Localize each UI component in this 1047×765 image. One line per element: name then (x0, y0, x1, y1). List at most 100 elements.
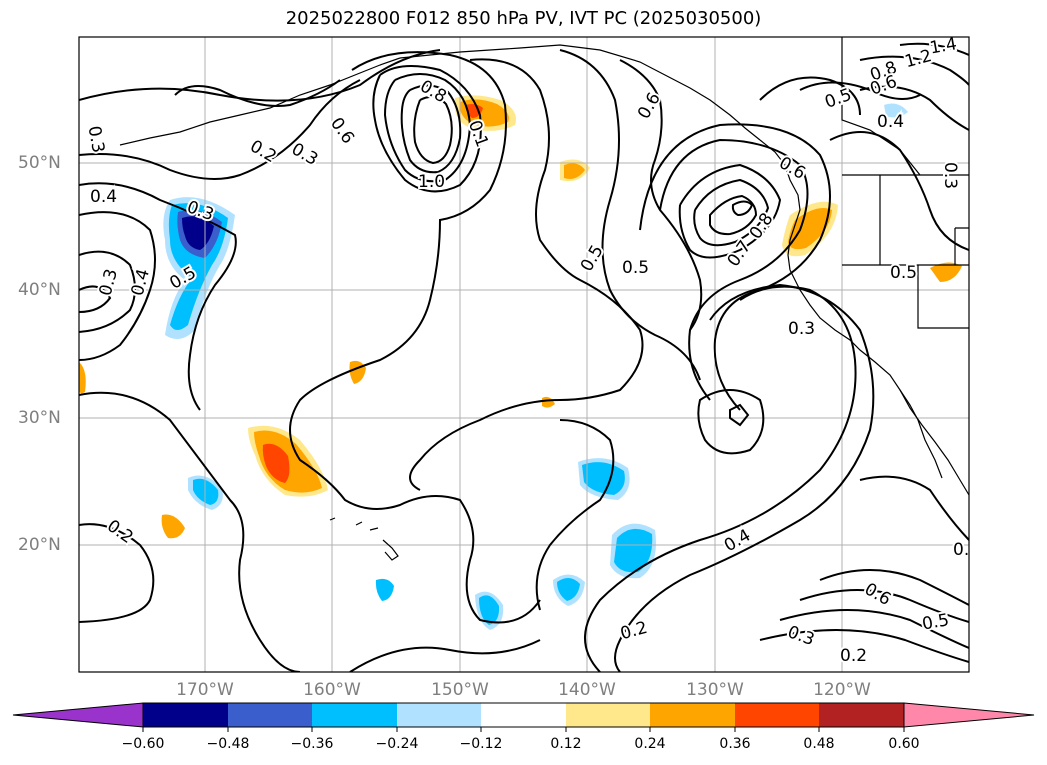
contour-line (79, 49, 441, 102)
contour-line (819, 569, 969, 606)
alaska-coast (399, 44, 761, 141)
shaded-blue-region (582, 462, 625, 495)
contour-line (614, 283, 875, 672)
colorbar-segment (566, 703, 650, 727)
shaded-regions (79, 95, 962, 630)
contour-label: 0.3 (84, 124, 108, 154)
contour-label: 0.4 (90, 187, 117, 207)
shaded-blue-region (182, 216, 214, 250)
shaded-orange-region (161, 514, 185, 539)
shaded-orange-region (930, 262, 962, 282)
shaded-blue-region (614, 528, 653, 573)
contour-line (559, 49, 701, 381)
contour-line (659, 138, 809, 401)
lon-label-150w: 150°W (431, 680, 489, 700)
colorbar-segment (312, 703, 397, 727)
plot-title: 2025022800 F012 850 hPa PV, IVT PC (2025… (285, 8, 762, 29)
contour-line (289, 51, 541, 624)
contour-line (697, 389, 765, 455)
colorbar-tick-label: 0.24 (634, 736, 666, 752)
shaded-orange-region (465, 104, 483, 118)
contour-label: 0. (953, 540, 969, 560)
map-background (79, 37, 969, 672)
lon-label-140w: 140°W (558, 680, 616, 700)
contour-label: 0.3 (788, 319, 815, 339)
shaded-orange-region (79, 362, 86, 394)
contour-line (693, 178, 770, 247)
shaded-orange-region (262, 443, 290, 483)
contour-line (859, 55, 969, 86)
contour-line (709, 194, 758, 236)
contour-line (349, 639, 541, 672)
lon-label-130w: 130°W (686, 680, 744, 700)
colorbar-tick-label: 0.60 (888, 736, 920, 752)
state-border (841, 37, 921, 176)
contour-label: 0.5 (890, 263, 917, 283)
shaded-orange-region (564, 163, 585, 179)
colorbar-segment (143, 703, 228, 727)
contour-line (79, 79, 361, 180)
lon-label-160w: 160°W (303, 680, 361, 700)
colorbar-frame (142, 702, 905, 728)
map-frame (78, 36, 970, 673)
contour-line (372, 65, 482, 193)
contour-line (729, 403, 750, 427)
colorbar-tick-label: −0.60 (121, 736, 165, 752)
shaded-blue-region (557, 577, 580, 601)
contour-line (759, 629, 969, 663)
lat-label-50n: 50°N (18, 153, 61, 173)
colorbar-tick-label: 0.36 (719, 736, 751, 752)
lon-label-120w: 120°W (813, 680, 871, 700)
contour-line (400, 84, 462, 174)
contour-label: 0.3 (940, 162, 960, 189)
colorbar-segment (650, 703, 735, 727)
colorbar-tick-label: −0.12 (459, 736, 503, 752)
contour-line (859, 85, 969, 131)
colorbar-ticks (142, 727, 905, 732)
contour-line (799, 81, 921, 100)
shaded-blue-region (375, 578, 394, 601)
contour-line (731, 200, 754, 217)
colorbar-segment (819, 703, 904, 727)
coastlines (119, 37, 969, 561)
contour-line (79, 523, 155, 623)
colorbar-extend-right (903, 702, 1035, 728)
contour-line (859, 475, 969, 541)
hawaii-islands (329, 517, 399, 561)
state-border (954, 227, 969, 265)
lon-label-170w: 170°W (176, 680, 234, 700)
contour-line (79, 211, 156, 361)
baja-coast (899, 389, 943, 479)
contour-line (829, 131, 969, 251)
state-border (917, 265, 969, 329)
contour-label: 0.4 (877, 112, 904, 132)
contour-line (535, 419, 615, 611)
lat-label-30n: 30°N (18, 408, 61, 428)
contour-line (409, 58, 644, 491)
colorbar-tick-label: −0.24 (375, 736, 419, 752)
shaded-blue-region (884, 103, 908, 118)
colorbar-segment (735, 703, 819, 727)
contour-line (899, 42, 969, 56)
contour-label: 1.0 (418, 172, 445, 192)
lat-label-20n: 20°N (18, 535, 61, 555)
colorbar-segment (481, 703, 566, 727)
contour-line (79, 285, 112, 313)
contour-line (383, 73, 472, 183)
shaded-blue-region (479, 595, 500, 625)
contour-line (759, 76, 861, 116)
contour-line (79, 182, 237, 411)
contour-line (174, 79, 341, 107)
contour-line (79, 391, 301, 672)
colorbar-segment (228, 703, 312, 727)
alaska-coast (119, 57, 401, 146)
colorbar-tick-label: 0.48 (803, 736, 835, 752)
contour-label: 0.2 (840, 646, 867, 666)
contour-line (79, 250, 136, 333)
contour-label: 0.5 (622, 258, 649, 278)
contour-line (413, 95, 453, 165)
contour-line (678, 163, 782, 259)
us-west-coast (789, 269, 969, 496)
